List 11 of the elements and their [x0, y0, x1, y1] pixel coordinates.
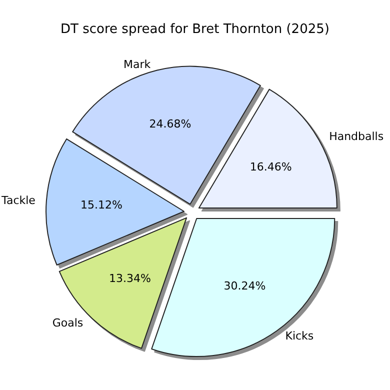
data-label: 30.24% — [224, 279, 266, 292]
data-label: 13.34% — [108, 272, 151, 285]
slice-label: Goals — [52, 316, 84, 330]
slice-label: Tackle — [0, 194, 36, 207]
chart-title: DT score spread for Bret Thornton (2025) — [60, 22, 330, 37]
data-label: 16.46% — [250, 160, 292, 174]
slice-label: Mark — [124, 58, 152, 71]
slice-label: Kicks — [285, 329, 314, 342]
data-label: 15.12% — [80, 198, 122, 212]
data-label: 24.68% — [149, 117, 192, 130]
slice-label: Handballs — [329, 130, 384, 144]
